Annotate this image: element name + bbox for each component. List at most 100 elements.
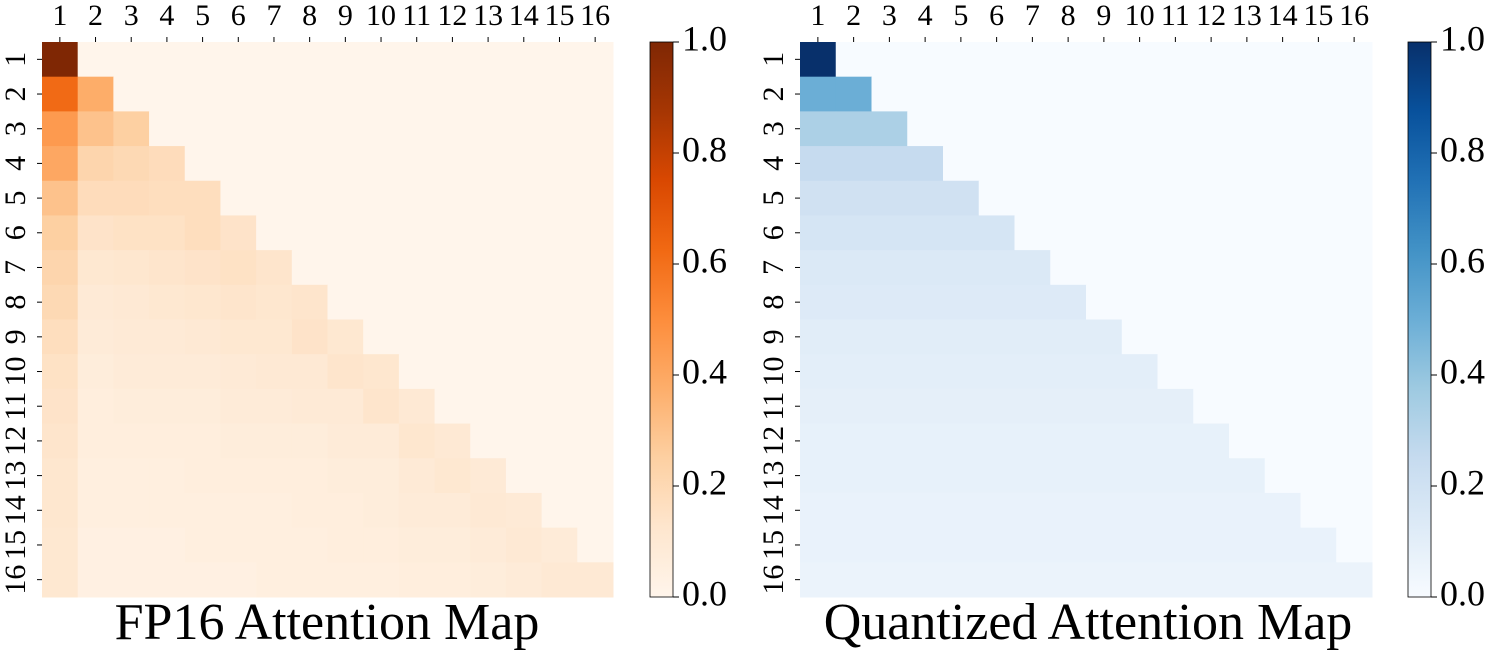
heatmap-cell — [291, 250, 328, 286]
heatmap-cell — [291, 388, 328, 425]
heatmap-cell — [1086, 111, 1123, 147]
heatmap-cell — [470, 215, 507, 251]
heatmap-cell — [1121, 423, 1158, 459]
heatmap-cell — [1086, 180, 1123, 216]
heatmap-cell — [1264, 527, 1301, 563]
heatmap-cell — [1264, 319, 1301, 355]
heatmap-cell — [363, 458, 400, 494]
heatmap-cell — [978, 76, 1015, 112]
heatmap-cell — [434, 180, 471, 216]
x-tick-label: 6 — [231, 0, 246, 32]
colorbar-tick-label: 0.2 — [1440, 462, 1485, 502]
heatmap-cell — [978, 388, 1015, 425]
heatmap-cell — [577, 42, 614, 78]
heatmap-cell — [256, 562, 293, 598]
heatmap-cell — [434, 42, 471, 78]
heatmap-cell — [184, 42, 221, 78]
heatmap-cell — [943, 388, 980, 425]
heatmap-cell — [1121, 354, 1158, 390]
heatmap-cell — [327, 527, 364, 563]
y-tick-label: 3 — [757, 121, 790, 136]
x-tick-label: 15 — [1303, 0, 1333, 32]
heatmap-cell — [184, 562, 221, 598]
heatmap-cell — [1121, 388, 1158, 425]
heatmap-cell — [1336, 250, 1373, 286]
heatmap-cell — [1086, 215, 1123, 251]
heatmap-cell — [907, 111, 944, 147]
heatmap-cell — [1300, 284, 1337, 320]
heatmap-cell — [800, 146, 837, 182]
heatmap-cell — [470, 458, 507, 494]
heatmap-cell — [871, 250, 908, 286]
heatmap-cell — [1157, 42, 1194, 78]
heatmap-cell — [577, 76, 614, 112]
heatmap-cell — [943, 180, 980, 216]
heatmap-cell — [835, 527, 872, 563]
heatmap-cell — [42, 215, 79, 251]
heatmap-cell — [1229, 250, 1266, 286]
x-tick-label: 1 — [52, 0, 67, 32]
colorbar-tick-label: 0.4 — [682, 351, 727, 391]
x-tick-label: 14 — [1268, 0, 1298, 32]
heatmap-cell — [1157, 284, 1194, 320]
heatmap-cell — [943, 76, 980, 112]
heatmap-cell — [149, 215, 186, 251]
colorbar-tick-label: 1.0 — [682, 18, 727, 58]
heatmap-cell — [1193, 458, 1230, 494]
heatmap-cell — [505, 562, 543, 598]
heatmap-cell — [541, 146, 578, 182]
heatmap-cell — [1086, 388, 1123, 425]
y-tick-label: 1 — [757, 52, 790, 67]
heatmap-cell — [327, 284, 364, 320]
heatmap-cell — [978, 146, 1015, 182]
heatmap-cell — [505, 284, 543, 320]
heatmap-cell — [1264, 42, 1301, 78]
heatmap-cell — [1264, 76, 1301, 112]
heatmap-cell — [800, 250, 837, 286]
heatmap-cell — [363, 215, 400, 251]
heatmap-cell — [1086, 284, 1123, 320]
heatmap-cell — [398, 423, 436, 459]
heatmap-cell — [1121, 215, 1158, 251]
heatmap-cell — [577, 354, 614, 390]
heatmap-cell — [291, 527, 328, 563]
heatmap-cell — [1014, 42, 1051, 78]
chart-title: FP16 Attention Map — [115, 594, 540, 651]
heatmap-cell — [398, 76, 436, 112]
heatmap-cell — [800, 111, 837, 147]
heatmap-cell — [1157, 146, 1194, 182]
heatmap-cell — [363, 250, 400, 286]
heatmap-cell — [77, 284, 114, 320]
heatmap-cell — [256, 250, 293, 286]
heatmap-cell — [1229, 562, 1266, 598]
heatmap-cell — [470, 492, 507, 529]
heatmap-cell — [577, 458, 614, 494]
heatmap-cell — [541, 284, 578, 320]
heatmap-cell — [1264, 146, 1301, 182]
heatmap-cell — [113, 284, 150, 320]
heatmap-cell — [398, 42, 436, 78]
y-tick-label: 8 — [0, 295, 32, 310]
heatmap-cell — [978, 527, 1015, 563]
heatmap-cell — [470, 562, 507, 598]
heatmap-cell — [363, 146, 400, 182]
heatmap-cell — [434, 527, 471, 563]
heatmap-cell — [800, 215, 837, 251]
heatmap-cell — [184, 76, 221, 112]
heatmap-cell — [256, 215, 293, 251]
heatmap-cell — [42, 111, 79, 147]
heatmap-cell — [256, 284, 293, 320]
heatmap-cell — [1336, 562, 1373, 598]
heatmap-cell — [1157, 319, 1194, 355]
heatmap-cell — [149, 319, 186, 355]
heatmap-cell — [577, 284, 614, 320]
heatmap-cell — [943, 562, 980, 598]
y-tick-label: 14 — [757, 495, 790, 525]
x-tick-label: 12 — [1196, 0, 1226, 32]
colorbar-tick-label: 0.2 — [682, 462, 727, 502]
y-tick-label: 2 — [757, 87, 790, 102]
heatmap-cell — [42, 354, 79, 390]
heatmap-cell — [505, 146, 543, 182]
